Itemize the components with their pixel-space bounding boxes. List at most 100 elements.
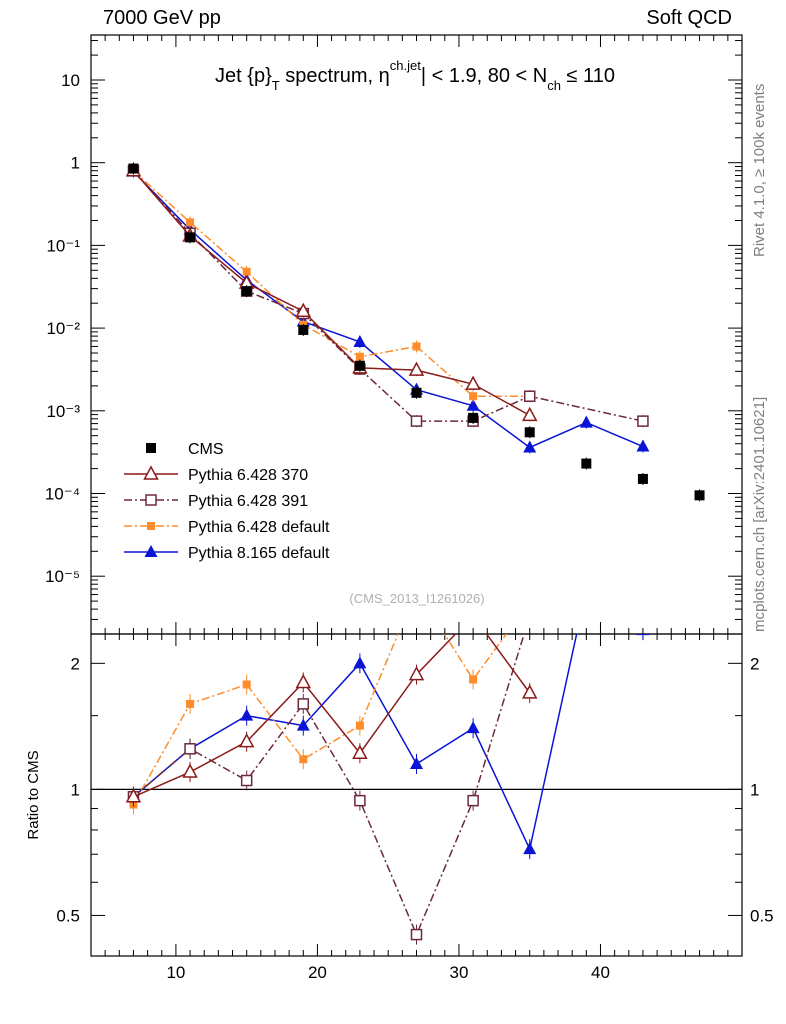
data-point-cms <box>241 286 252 297</box>
legend: CMS Pythia 6.428 370 Pythia 6.428 391 Pythi… <box>124 441 330 562</box>
ratio-point-p370 <box>408 666 425 681</box>
ratio-line-p391 <box>132 634 525 937</box>
data-point-cms <box>694 490 705 501</box>
ratio-point-p8 <box>296 718 310 731</box>
ratio-tick-label-right: 0.5 <box>750 906 774 925</box>
x-tick-label: 40 <box>591 963 610 982</box>
ratio-point-p391 <box>525 611 535 621</box>
data-point-p8 <box>523 440 537 453</box>
data-point-cms <box>354 360 365 371</box>
data-point-cms <box>637 473 648 484</box>
x-tick-label: 20 <box>308 963 327 982</box>
ratio-point-p391 <box>410 928 423 941</box>
data-point-p370 <box>295 302 312 317</box>
ratio-ylabel: Ratio to CMS <box>25 750 42 839</box>
legend-marker-pdefault <box>147 522 155 530</box>
data-point-p391 <box>523 390 536 402</box>
ratio-point-pdefault <box>186 699 195 708</box>
ratio-point-p370 <box>352 744 368 759</box>
series-line-p391 <box>132 170 644 422</box>
data-point-pdefault <box>412 342 421 351</box>
y-tick-label: 1 <box>71 154 80 173</box>
data-point-p8 <box>466 398 480 411</box>
ratio-tick-label: 0.5 <box>56 906 80 925</box>
ratio-frame <box>90 633 743 957</box>
legend-label-cms: CMS <box>188 441 224 458</box>
ratio-point-pdefault <box>242 680 251 689</box>
data-point-cms <box>185 232 196 243</box>
x-tick-label: 30 <box>449 963 468 982</box>
ratio-point-p8 <box>410 756 423 769</box>
ratio-point-p370 <box>125 788 142 803</box>
data-point-p8 <box>579 415 593 428</box>
ratio-tick-label: 2 <box>71 654 80 673</box>
ratio-point-p8 <box>580 583 593 595</box>
legend-marker-p370 <box>143 465 159 480</box>
ratio-point-p370 <box>521 684 538 699</box>
legend-label-p370: Pythia 6.428 370 <box>188 467 308 484</box>
data-point-pdefault <box>186 218 195 227</box>
ratio-tick-label-right: 2 <box>750 654 759 673</box>
data-point-p370 <box>408 361 425 376</box>
data-point-cms <box>468 412 479 423</box>
legend-marker-cms <box>146 443 156 453</box>
ratio-panel: 10 20 30 40 0.5 0.5 1 1 2 2 <box>56 35 774 982</box>
y-tick-label: 10 <box>61 71 80 90</box>
data-point-pdefault <box>242 267 251 276</box>
header-beam-label: 7000 GeV pp <box>103 7 221 29</box>
data-point-cms <box>524 427 535 438</box>
chart-title: Jet {p}T spectrum, ηch.jet| < 1.9, 80 < … <box>215 58 615 93</box>
series-line-pdefault <box>132 170 530 397</box>
legend-marker-p8 <box>144 545 158 557</box>
y-tick-label: 10⁻⁴ <box>45 484 80 503</box>
data-point-p391 <box>410 415 423 427</box>
ratio-point-p370 <box>467 609 480 621</box>
ratio-point-p391 <box>184 743 196 755</box>
y-tick-label: 10⁻¹ <box>46 236 80 255</box>
ratio-point-p370 <box>238 733 255 748</box>
ratio-point-p391 <box>638 492 648 502</box>
data-point-p391 <box>637 415 649 427</box>
ratio-point-p8 <box>353 656 367 669</box>
ratio-point-p391 <box>297 698 310 710</box>
data-point-cms <box>411 387 422 398</box>
ratio-point-p8 <box>523 842 537 855</box>
ratio-point-p8 <box>466 721 480 734</box>
ratio-series-group <box>125 492 650 945</box>
ratio-tick-label-right: 1 <box>750 780 759 799</box>
legend-marker-p391 <box>145 494 157 506</box>
y-tick-label: 10⁻² <box>46 319 80 338</box>
series-line-p370 <box>132 170 531 417</box>
data-point-cms <box>581 458 592 469</box>
ratio-point-pdefault <box>526 598 534 606</box>
data-point-p370 <box>521 406 538 422</box>
analysis-watermark: (CMS_2013_I1261026) <box>349 591 484 606</box>
data-point-pdefault <box>469 392 478 401</box>
main-series-group <box>125 162 705 502</box>
x-tick-label: 10 <box>166 963 185 982</box>
legend-label-p8: Pythia 8.165 default <box>188 545 330 562</box>
data-point-cms <box>128 163 139 174</box>
ratio-point-pdefault <box>469 675 478 684</box>
data-point-p370 <box>465 375 481 390</box>
header-process-label: Soft QCD <box>646 7 732 29</box>
data-point-p8 <box>636 439 650 452</box>
y-tick-label: 10⁻³ <box>46 402 80 421</box>
ratio-point-pdefault <box>299 755 308 764</box>
y-tick-label: 10⁻⁵ <box>45 567 80 586</box>
data-point-cms <box>298 324 309 335</box>
ratio-line-p370 <box>133 634 531 798</box>
data-point-pdefault <box>355 352 364 361</box>
ratio-point-p370 <box>182 763 198 778</box>
series-line-p8 <box>132 171 644 449</box>
ratio-point-p370 <box>295 673 312 689</box>
ratio-point-pdefault <box>355 721 364 730</box>
ratio-point-p391 <box>467 794 479 807</box>
data-point-p8 <box>353 334 367 347</box>
ratio-point-p8 <box>240 708 254 721</box>
ratio-point-p391 <box>354 794 366 807</box>
ratio-point-p391 <box>240 774 253 787</box>
ratio-tick-label: 1 <box>71 780 80 799</box>
legend-label-p391: Pythia 6.428 391 <box>188 493 308 510</box>
